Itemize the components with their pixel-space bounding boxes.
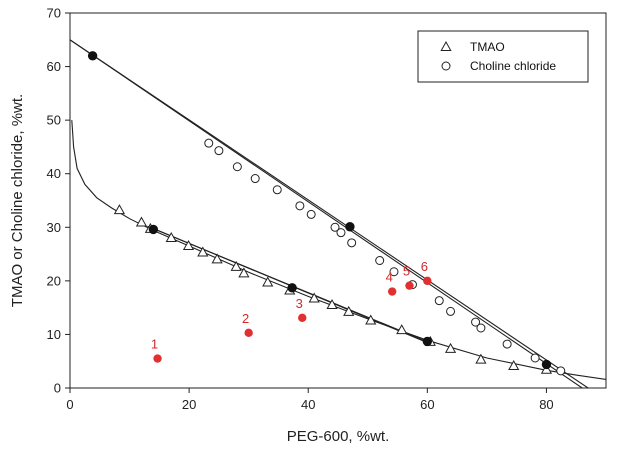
x-axis: 0 20 40 60 80 <box>66 388 554 412</box>
choline-chloride-point <box>375 256 385 265</box>
composition-point-label: 3 <box>296 296 303 311</box>
choline-chloride-point <box>336 228 346 238</box>
choline-chloride-point <box>556 366 566 376</box>
tmao-point <box>238 267 250 278</box>
y-tick-label: 0 <box>54 381 61 396</box>
tmao-point <box>475 353 487 364</box>
y-axis: 0 10 20 30 40 50 60 70 <box>47 6 70 396</box>
tmao-point <box>326 298 338 309</box>
composition-point <box>405 281 414 290</box>
choline-chloride-point <box>295 201 305 211</box>
choline-chloride-point <box>306 209 316 219</box>
choline-chloride-point <box>272 185 282 195</box>
legend-label-choline-chloride: Choline chloride <box>470 59 556 73</box>
choline-chloride-point <box>476 323 486 333</box>
y-axis-title: TMAO or Choline chloride, %wt. <box>9 94 26 307</box>
plot-area <box>69 12 607 389</box>
tmao-point <box>444 342 457 353</box>
tmao-point <box>197 246 209 257</box>
tmao-point <box>230 260 242 271</box>
tie-line-node-point <box>148 224 159 235</box>
composition-point-label: 1 <box>151 337 158 352</box>
tmao-point <box>508 360 520 371</box>
plot-frame <box>69 12 607 389</box>
choline-chloride-point <box>434 296 444 306</box>
y-tick-label: 50 <box>47 113 61 128</box>
composition-point-label: 5 <box>403 264 410 279</box>
tie-line-node-point <box>345 222 355 232</box>
composition-point <box>423 276 432 286</box>
tie-line-node-point <box>87 51 98 61</box>
y-tick-label: 40 <box>47 166 61 181</box>
tmao-point <box>135 216 148 227</box>
legend-label-tmao: TMAO <box>470 40 505 54</box>
choline-chloride-point <box>232 162 242 172</box>
tie-line-node-point <box>541 359 552 370</box>
y-tick-label: 60 <box>47 59 61 74</box>
tie-line-choline <box>70 39 589 388</box>
composition-point <box>153 354 162 363</box>
y-tick-label: 20 <box>47 273 61 288</box>
tmao-point <box>343 305 355 316</box>
legend: TMAO Choline chloride <box>417 30 589 83</box>
choline-chloride-point <box>502 339 512 349</box>
y-tick-label: 70 <box>47 6 61 21</box>
choline-chloride-point <box>446 306 456 316</box>
composition-point <box>298 313 307 323</box>
choline-chloride-point <box>214 146 224 156</box>
composition-point-label: 4 <box>386 270 393 285</box>
x-tick-label: 20 <box>182 397 196 412</box>
tmao-point <box>396 324 408 335</box>
choline-chloride-point <box>347 238 357 248</box>
tmao-point <box>165 231 177 242</box>
x-axis-title: PEG-600, %wt. <box>287 428 390 445</box>
legend-circle-icon <box>441 61 451 71</box>
tmao-point <box>308 292 320 303</box>
x-tick-label: 0 <box>66 397 73 412</box>
composition-point-label: 2 <box>242 311 249 326</box>
choline-chloride-point <box>530 353 540 363</box>
tie-line-node-point <box>422 336 433 347</box>
x-tick-label: 40 <box>301 397 315 412</box>
legend-triangle-icon <box>440 40 452 51</box>
tie-line-node-point <box>287 283 297 293</box>
x-tick-label: 80 <box>539 397 553 412</box>
choline-chloride-point <box>389 267 399 277</box>
tie-line-tmao <box>70 39 583 388</box>
tmao-point <box>182 240 195 251</box>
composition-point <box>244 328 253 338</box>
tmao-point <box>365 314 377 325</box>
tmao-point <box>262 276 274 287</box>
x-tick-label: 60 <box>420 397 434 412</box>
y-tick-label: 30 <box>47 220 61 235</box>
marker-layer: 1 2 3 4 5 6 <box>87 51 566 376</box>
legend-box <box>417 30 589 83</box>
choline-chloride-point <box>204 138 214 148</box>
composition-point <box>387 287 397 296</box>
composition-point-label: 6 <box>421 259 428 274</box>
choline-chloride-point <box>250 174 260 184</box>
choline-chloride-point <box>471 317 481 327</box>
y-tick-label: 10 <box>47 327 61 342</box>
choline-chloride-point <box>330 222 340 232</box>
tmao-point <box>113 204 126 215</box>
tmao-point <box>211 253 223 264</box>
